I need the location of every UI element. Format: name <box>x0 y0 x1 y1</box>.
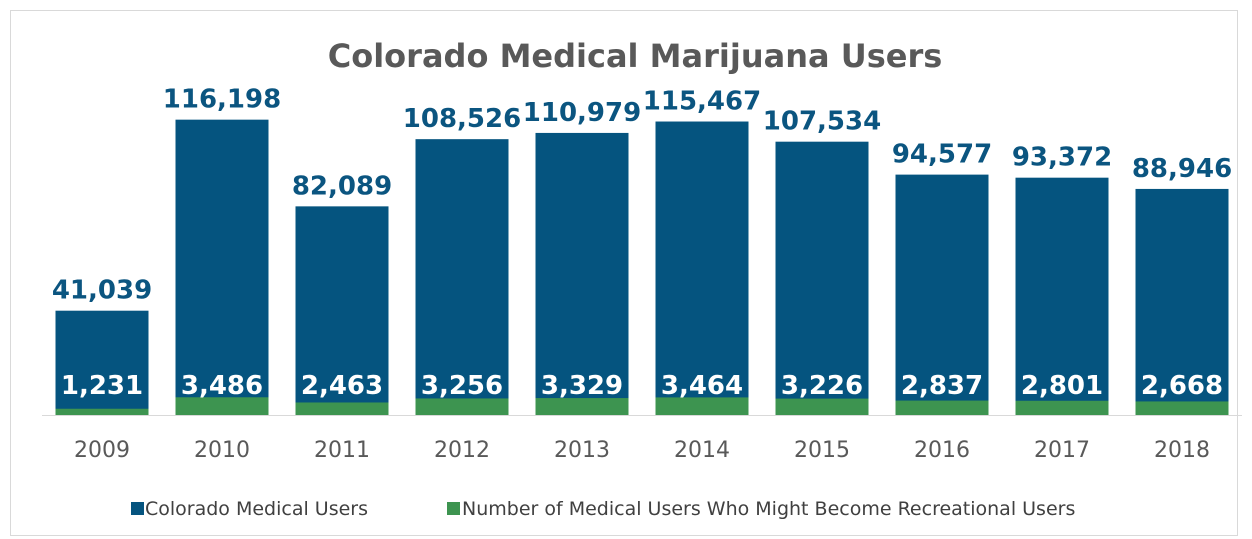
x-tick-label-2011: 2011 <box>314 438 370 463</box>
data-label-recreational-users-2017: 2,801 <box>1021 371 1103 401</box>
bar-medical-users-2009 <box>55 310 149 415</box>
data-label-medical-users-2012: 108,526 <box>403 104 521 134</box>
data-label-medical-users-2014: 115,467 <box>643 87 761 117</box>
bar-medical-users-2012 <box>415 139 509 415</box>
bar-medical-users-2010 <box>175 119 269 415</box>
data-label-medical-users-2010: 116,198 <box>163 85 281 115</box>
x-tick-label-2012: 2012 <box>434 438 490 463</box>
bar-recreational-users-2011 <box>295 402 389 415</box>
data-label-medical-users-2018: 88,946 <box>1132 154 1232 184</box>
x-tick-label-2017: 2017 <box>1034 438 1090 463</box>
legend-swatch-recreational-users <box>447 502 460 515</box>
bar-recreational-users-2013 <box>535 398 629 415</box>
legend-label-recreational-users: Number of Medical Users Who Might Become… <box>462 498 1075 520</box>
bar-medical-users-2017 <box>1015 177 1109 415</box>
bar-recreational-users-2010 <box>175 397 269 415</box>
data-label-recreational-users-2018: 2,668 <box>1141 371 1223 401</box>
bar-recreational-users-2009 <box>55 408 149 415</box>
x-tick-label-2009: 2009 <box>74 438 130 463</box>
data-label-recreational-users-2011: 2,463 <box>301 371 383 401</box>
data-label-recreational-users-2012: 3,256 <box>421 371 503 401</box>
x-tick-label-2013: 2013 <box>554 438 610 463</box>
legend: Colorado Medical Users Number of Medical… <box>131 498 1075 520</box>
legend-label-medical-users: Colorado Medical Users <box>145 498 368 520</box>
data-label-medical-users-2017: 93,372 <box>1012 143 1112 173</box>
bar-medical-users-2013 <box>535 132 629 415</box>
data-label-medical-users-2009: 41,039 <box>52 276 152 306</box>
bar-recreational-users-2018 <box>1135 401 1229 415</box>
x-tick-label-2015: 2015 <box>794 438 850 463</box>
x-tick-label-2014: 2014 <box>674 438 730 463</box>
bar-medical-users-2014 <box>655 121 749 416</box>
x-axis-ticks: 2009 2010 2011 2012 2013 2014 2015 2016 2017 2018 <box>74 438 1210 463</box>
chart-title: Colorado Medical Marijuana Users <box>328 37 943 75</box>
bar-recreational-users-2015 <box>775 398 869 415</box>
data-label-recreational-users-2015: 3,226 <box>781 371 863 401</box>
bar-recreational-users-2012 <box>415 398 509 415</box>
x-tick-label-2016: 2016 <box>914 438 970 463</box>
x-tick-label-2018: 2018 <box>1154 438 1210 463</box>
x-tick-label-2010: 2010 <box>194 438 250 463</box>
data-label-medical-users-2011: 82,089 <box>292 171 392 201</box>
data-label-recreational-users-2009: 1,231 <box>61 371 143 401</box>
data-label-medical-users-2013: 110,979 <box>523 98 641 128</box>
bar-medical-users-2016 <box>895 174 989 415</box>
bars-group: 41,039 1,231 116,198 3,486 82,089 2,463 108,52… <box>52 85 1232 416</box>
data-label-medical-users-2015: 107,534 <box>763 107 881 137</box>
data-label-recreational-users-2010: 3,486 <box>181 371 263 401</box>
bar-recreational-users-2017 <box>1015 400 1109 415</box>
bar-medical-users-2018 <box>1135 188 1229 415</box>
legend-swatch-medical-users <box>131 502 144 515</box>
bar-recreational-users-2016 <box>895 400 989 415</box>
data-label-recreational-users-2016: 2,837 <box>901 371 983 401</box>
bar-medical-users-2015 <box>775 141 869 415</box>
data-label-medical-users-2016: 94,577 <box>892 140 992 170</box>
bar-medical-users-2011 <box>295 206 389 415</box>
data-label-recreational-users-2014: 3,464 <box>661 371 743 401</box>
data-label-recreational-users-2013: 3,329 <box>541 371 623 401</box>
bar-recreational-users-2014 <box>655 397 749 415</box>
